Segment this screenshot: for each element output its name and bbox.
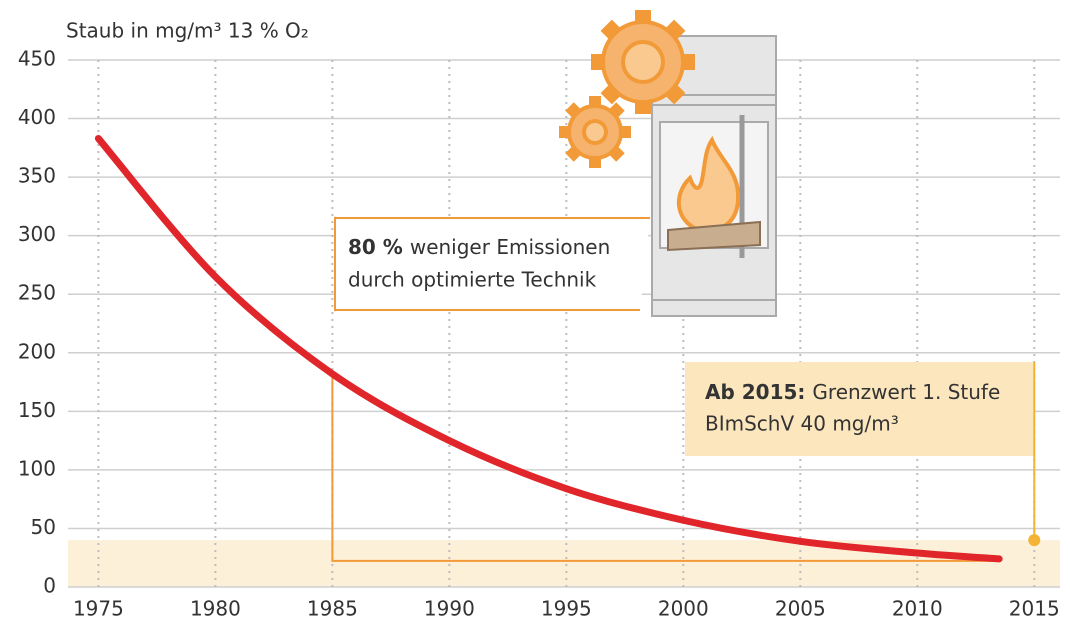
y-tick-label: 150: [18, 398, 56, 422]
limit-label-box: [685, 362, 1035, 456]
axis-title: Staub in mg/m³ 13 % O₂: [66, 19, 309, 43]
logs: [667, 220, 761, 252]
limit-point: [1028, 534, 1041, 547]
flame: [676, 135, 741, 235]
y-tick-label: 300: [18, 222, 56, 246]
x-tick-label: 1995: [541, 597, 592, 621]
reduction-bracket: [331, 373, 1000, 562]
x-tick-label: 2010: [892, 597, 943, 621]
gear-hole: [621, 40, 665, 84]
x-tick-label: 1980: [190, 597, 241, 621]
reduction-text: 80 % weniger Emissionen: [348, 235, 610, 259]
limit-text: BImSchV 40 mg/m³: [705, 412, 899, 436]
y-tick-label: 350: [18, 164, 56, 188]
gear-small: [559, 96, 631, 168]
foreground-layer: 0 50 100 150 200 250 300 350 400 450 1975 1980 1985 1…: [18, 47, 1060, 621]
y-tick-label: 50: [31, 515, 56, 539]
reduction-bold: 80 %: [348, 235, 403, 259]
gear-large: [591, 10, 695, 114]
y-tick-label: 100: [18, 456, 56, 480]
y-tick-label: 450: [18, 47, 56, 71]
limit-text: Ab 2015: Grenzwert 1. Stufe: [705, 380, 1000, 404]
y-tick-label: 250: [18, 281, 56, 305]
reduction-text: durch optimierte Technik: [348, 268, 597, 292]
x-tick-label: 2015: [1009, 597, 1060, 621]
limit-text: Grenzwert 1. Stufe: [812, 380, 1000, 404]
limit-band: [68, 540, 1060, 587]
gear-hole: [582, 119, 608, 145]
reduction-text: weniger Emissionen: [410, 235, 610, 259]
y-tick-label: 400: [18, 105, 56, 129]
x-tick-label: 1985: [307, 597, 358, 621]
gear-teeth: [565, 102, 625, 162]
y-tick-label: 200: [18, 339, 56, 363]
x-tick-label: 2000: [658, 597, 709, 621]
stove-illustration: [559, 10, 777, 317]
limit-bold: Ab 2015:: [705, 380, 805, 404]
gear-teeth: [600, 19, 686, 105]
x-tick-label: 2005: [775, 597, 826, 621]
data-line: [94, 134, 1003, 563]
reduction-box: [334, 217, 650, 311]
y-tick-label: 0: [43, 574, 56, 598]
x-tick-label: 1975: [73, 597, 124, 621]
x-tick-label: 1990: [424, 597, 475, 621]
background-layer: [68, 59, 1060, 588]
